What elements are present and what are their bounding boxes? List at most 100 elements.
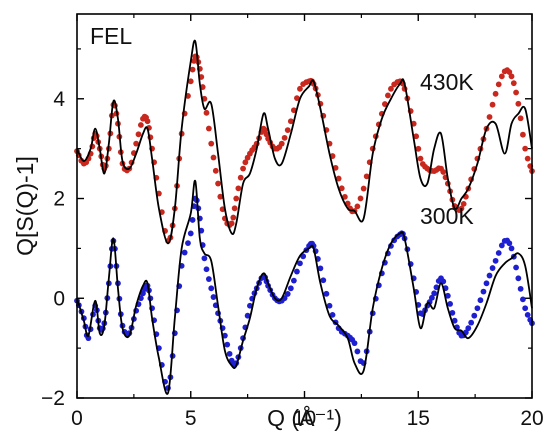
data-point — [215, 180, 221, 187]
data-point — [185, 240, 191, 247]
data-point — [224, 341, 231, 348]
data-point — [208, 140, 215, 147]
data-point — [310, 243, 317, 249]
data-point — [187, 78, 194, 85]
data-point — [415, 145, 422, 152]
data-point — [323, 290, 330, 297]
series-300K-model-line — [76, 179, 533, 395]
data-point — [242, 159, 249, 166]
data-point — [513, 264, 519, 271]
y-axis-title: Q[S(Q)-1] — [12, 156, 38, 256]
x-tick-label: 15 — [407, 407, 430, 430]
data-point — [465, 325, 472, 332]
data-point — [524, 311, 531, 318]
data-point — [429, 294, 435, 301]
data-point — [524, 155, 531, 162]
data-point — [187, 230, 194, 237]
data-point — [210, 154, 217, 161]
data-point — [388, 85, 394, 92]
data-point — [297, 85, 303, 92]
plot-area — [74, 39, 535, 395]
data-point — [451, 317, 458, 324]
data-point — [326, 302, 333, 309]
data-point — [244, 312, 251, 319]
series-430K-points — [74, 53, 535, 244]
data-point — [471, 312, 478, 319]
data-point — [137, 122, 144, 128]
data-point — [240, 165, 246, 172]
data-point — [477, 297, 484, 304]
series-label-430k: 430K — [420, 69, 474, 95]
data-point — [517, 115, 524, 122]
data-point — [522, 145, 529, 152]
data-point — [489, 265, 496, 271]
data-point — [329, 311, 336, 318]
x-tick-label: 10 — [293, 407, 316, 430]
data-point — [515, 275, 522, 282]
data-point — [287, 285, 294, 292]
data-point — [431, 290, 438, 297]
data-point — [486, 272, 493, 279]
data-point — [317, 265, 324, 272]
data-point — [287, 118, 294, 125]
data-point — [247, 302, 253, 309]
data-point — [228, 220, 235, 227]
x-tick-label: 5 — [185, 407, 197, 430]
data-point — [515, 100, 522, 107]
data-point — [480, 288, 487, 295]
data-point — [203, 266, 210, 273]
data-point — [201, 255, 208, 262]
data-point — [320, 277, 327, 284]
data-point — [357, 195, 364, 202]
series-430K-model-line — [76, 39, 533, 245]
data-point — [133, 140, 140, 147]
data-point — [417, 155, 424, 162]
data-point — [520, 131, 526, 138]
x-tick-label: 0 — [71, 407, 83, 430]
data-point — [354, 348, 361, 355]
x-axis: 0 5 10 15 20 — [71, 14, 544, 430]
data-point — [508, 73, 515, 80]
data-point — [495, 81, 502, 88]
data-point — [226, 350, 233, 357]
data-point — [447, 300, 453, 307]
data-point — [203, 109, 210, 116]
data-point — [506, 69, 513, 75]
data-point — [413, 133, 420, 140]
data-point — [208, 285, 215, 292]
data-point — [495, 250, 502, 256]
data-point — [474, 305, 481, 312]
data-point — [233, 195, 240, 202]
data-point — [341, 193, 348, 200]
y-axis: −2 0 2 4 — [41, 48, 532, 410]
data-point — [508, 245, 515, 252]
data-point — [205, 125, 212, 132]
data-point — [483, 280, 490, 287]
data-point — [294, 95, 300, 102]
data-point — [189, 217, 196, 223]
data-point — [297, 260, 303, 267]
series-label-300k: 300K — [420, 203, 474, 229]
data-point — [506, 240, 513, 247]
y-tick-label: −2 — [41, 387, 65, 410]
data-point — [354, 203, 361, 210]
data-point — [381, 101, 388, 107]
data-point — [498, 73, 505, 80]
data-point — [278, 140, 285, 147]
data-point — [385, 92, 391, 99]
data-point — [486, 114, 493, 120]
data-point — [510, 80, 517, 87]
data-point — [520, 296, 526, 303]
data-point — [181, 249, 188, 256]
x-tick-label: 20 — [520, 407, 543, 430]
data-point — [338, 185, 345, 192]
data-point — [513, 89, 519, 96]
data-point — [210, 294, 217, 300]
data-point — [440, 169, 447, 175]
data-point — [290, 107, 297, 114]
data-point — [284, 291, 291, 297]
x-axis-title: Q (Å⁻¹) — [267, 404, 342, 431]
data-point — [433, 284, 440, 291]
data-point — [212, 167, 219, 174]
